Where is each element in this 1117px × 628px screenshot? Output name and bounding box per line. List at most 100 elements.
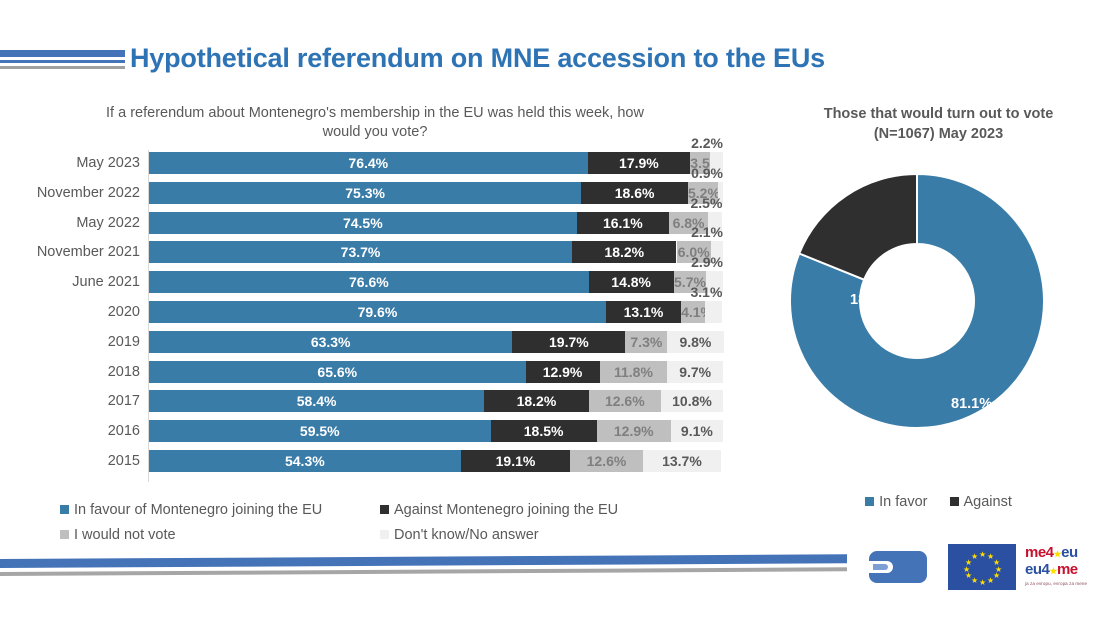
bar-value-label: 7.3%: [630, 333, 663, 350]
legend-label-would-not-vote: I would not vote: [74, 527, 176, 543]
donut-title-line-2: (N=1067) May 2023: [873, 126, 1004, 142]
segment-against: 18.2%: [484, 390, 589, 413]
bar-value-label: 10.8%: [672, 393, 712, 410]
segment-dont-know: 2.5%: [690, 195, 723, 234]
footer-accent-bar-blue: [0, 554, 847, 568]
bar-value-label: 54.3%: [284, 453, 325, 469]
segment-in-favour: 54.3%: [149, 450, 461, 472]
bar-value-label: 6.0%: [677, 244, 710, 261]
bar-value-label: 2.1%: [691, 224, 723, 241]
segment-would-not-vote: 5.2%: [687, 181, 720, 204]
legend-row-1: In favour of Montenegro joining the EU A…: [60, 498, 680, 523]
bar-value-label: 2.5%: [690, 194, 723, 211]
segment-dont-know: 3.1%: [690, 284, 723, 323]
segment-against: 18.6%: [581, 181, 688, 204]
segment-against: 18.5%: [490, 420, 597, 443]
bar-row: 2017 58.4% 18.2% 12.6% 10.8%: [108, 390, 723, 413]
legend-row-2: I would not vote Don't know/No answer: [60, 523, 680, 548]
bar-value-label: 18.2%: [604, 244, 645, 261]
legend-label-against: Against Montenegro joining the EU: [394, 502, 619, 518]
donut-legend-item-in-favor[interactable]: In favor: [865, 490, 927, 515]
bar-value-label: 74.5%: [342, 214, 383, 231]
bar-value-label: 79.6%: [357, 304, 398, 320]
header-accent-bar-blue-2: [0, 60, 125, 63]
bar-category-label: 2017: [107, 393, 140, 410]
donut-chart-graphic: 18.9% 81.1%: [788, 172, 1046, 430]
segment-in-favour: 76.6%: [149, 271, 589, 294]
donut-slice-against[interactable]: [797, 172, 918, 281]
bar-value-label: 6.8%: [672, 214, 705, 231]
segment-would-not-vote: 6.8%: [669, 211, 709, 234]
bar-category-label: May 2022: [76, 214, 140, 231]
bar-category-label: November 2021: [36, 244, 140, 261]
donut-legend-label-in-favor: In favor: [879, 494, 928, 510]
bar-value-label: 76.4%: [348, 155, 389, 171]
segment-against: 13.1%: [605, 301, 682, 323]
bar-value-label: 18.2%: [516, 393, 557, 410]
header-accent-bar-blue: [0, 50, 125, 57]
bar-value-label: 63.3%: [310, 333, 351, 350]
segment-dont-know: 2.9%: [691, 254, 723, 294]
segment-against: 16.1%: [576, 211, 670, 234]
bar-value-label: 11.8%: [613, 363, 653, 380]
bar-value-label: 65.6%: [317, 363, 358, 380]
donut-value-in-favor: 81.1%: [951, 396, 993, 412]
donut-chart-legend: In favor Against: [760, 490, 1117, 515]
bar-row: June 2021 76.6% 14.8% 5.7% 2.9%: [72, 254, 723, 294]
me4eu-logo-me: me: [1056, 561, 1078, 578]
legend-label-dont-know: Don't know/No answer: [394, 527, 539, 543]
donut-legend-swatch-in-favor: [865, 496, 875, 506]
bar-value-label: 12.6%: [586, 453, 627, 469]
me4eu-logo-eu4: eu4: [1025, 561, 1050, 578]
footer-accent-bar-grey: [0, 567, 847, 576]
donut-legend-item-against[interactable]: Against: [949, 490, 1012, 515]
segment-in-favour: 75.3%: [149, 181, 582, 204]
eu-flag-icon: ★ ★ ★ ★ ★ ★ ★ ★ ★ ★ ★ ★: [948, 544, 1016, 590]
star-icon-2: ★: [1049, 566, 1057, 576]
bar-value-label: 19.7%: [549, 333, 589, 350]
segment-against: 19.1%: [460, 450, 571, 472]
segment-dont-know: 10.8%: [661, 390, 723, 413]
bar-category-label: 2020: [107, 304, 140, 320]
segment-would-not-vote: 5.7%: [673, 271, 707, 294]
segment-dont-know: 9.1%: [670, 420, 723, 443]
bar-value-label: 19.1%: [495, 453, 536, 469]
bar-value-label: 12.6%: [604, 393, 645, 410]
segment-in-favour: 73.7%: [149, 241, 573, 264]
segment-against: 17.9%: [587, 152, 691, 174]
bar-value-label: 76.6%: [348, 274, 389, 291]
bar-category-label: May 2023: [76, 155, 140, 171]
bar-value-label: 3.1%: [690, 284, 723, 300]
legend-swatch-in-favour: [60, 504, 69, 514]
donut-slice-in-favor[interactable]: [789, 172, 1045, 429]
page-title: Hypothetical referendum on MNE accession…: [130, 43, 825, 73]
segment-dont-know: 9.7%: [667, 360, 723, 383]
legend-item-against[interactable]: Against Montenegro joining the EU: [380, 498, 618, 523]
segment-dont-know: 2.1%: [691, 224, 723, 264]
segment-dont-know: 9.8%: [667, 330, 724, 353]
donut-legend-swatch-against: [949, 496, 959, 506]
segment-would-not-vote: 12.6%: [588, 390, 661, 413]
bar-row: 2015 54.3% 19.1% 12.6% 13.7%: [108, 450, 723, 472]
legend-item-dont-know[interactable]: Don't know/No answer: [380, 523, 539, 548]
legend-item-would-not-vote[interactable]: I would not vote: [60, 523, 176, 548]
bar-value-label: 2.2%: [691, 135, 723, 151]
me4eu-logo-line-1: me4★eu: [1025, 545, 1117, 562]
bar-row: 2016 59.5% 18.5% 12.9% 9.1%: [108, 420, 723, 443]
legend-item-in-favour[interactable]: In favour of Montenegro joining the EU: [60, 498, 322, 523]
me4eu-logo-line-2: eu4★me: [1025, 562, 1117, 579]
bar-value-label: 5.2%: [687, 184, 720, 201]
bar-row: 2019 63.3% 19.7% 7.3% 9.8%: [108, 330, 724, 353]
segment-dont-know: 0.9%: [691, 165, 723, 204]
bar-value-label: 14.8%: [611, 274, 651, 291]
legend-swatch-against: [380, 504, 389, 514]
segment-in-favour: 63.3%: [149, 330, 513, 353]
bar-value-label: 58.4%: [296, 393, 337, 410]
bar-value-label: 12.9%: [542, 363, 583, 380]
segment-dont-know: 13.7%: [642, 450, 722, 472]
segment-against: 12.9%: [525, 360, 600, 383]
bar-category-label: 2019: [107, 333, 140, 350]
bar-category-label: 2015: [107, 453, 140, 469]
star-icon-1: ★: [1053, 549, 1062, 559]
header-accent-bar-grey: [0, 66, 125, 69]
